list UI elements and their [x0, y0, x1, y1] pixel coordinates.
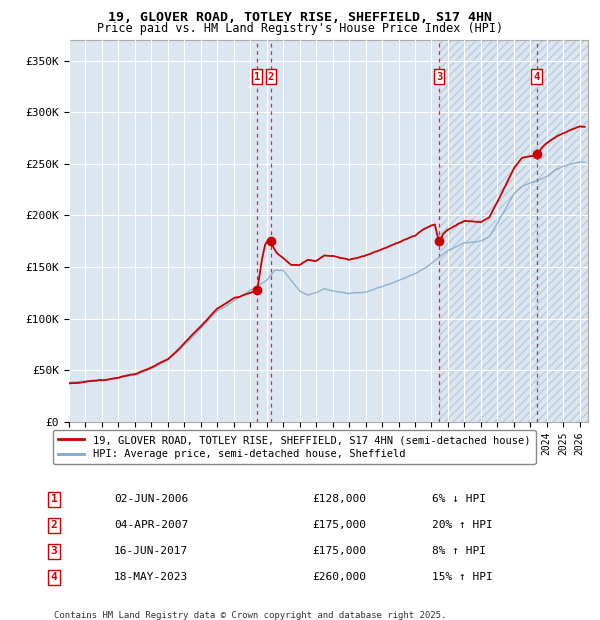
Text: 8% ↑ HPI: 8% ↑ HPI	[432, 546, 486, 556]
Text: £175,000: £175,000	[312, 520, 366, 530]
Text: 19, GLOVER ROAD, TOTLEY RISE, SHEFFIELD, S17 4HN: 19, GLOVER ROAD, TOTLEY RISE, SHEFFIELD,…	[108, 11, 492, 24]
Text: 6% ↓ HPI: 6% ↓ HPI	[432, 494, 486, 504]
Text: 04-APR-2007: 04-APR-2007	[114, 520, 188, 530]
Text: 1: 1	[254, 71, 260, 81]
Text: £128,000: £128,000	[312, 494, 366, 504]
Text: 15% ↑ HPI: 15% ↑ HPI	[432, 572, 493, 582]
Text: Contains HM Land Registry data © Crown copyright and database right 2025.: Contains HM Land Registry data © Crown c…	[54, 611, 446, 620]
Text: 2: 2	[268, 71, 274, 81]
Text: £175,000: £175,000	[312, 546, 366, 556]
Text: 1: 1	[50, 494, 58, 504]
Text: 18-MAY-2023: 18-MAY-2023	[114, 572, 188, 582]
Text: 20% ↑ HPI: 20% ↑ HPI	[432, 520, 493, 530]
Text: 2: 2	[50, 520, 58, 530]
Text: £260,000: £260,000	[312, 572, 366, 582]
Text: 16-JUN-2017: 16-JUN-2017	[114, 546, 188, 556]
Text: 4: 4	[50, 572, 58, 582]
Text: 4: 4	[533, 71, 540, 81]
Text: Price paid vs. HM Land Registry's House Price Index (HPI): Price paid vs. HM Land Registry's House …	[97, 22, 503, 35]
Text: 02-JUN-2006: 02-JUN-2006	[114, 494, 188, 504]
Bar	[439, 40, 588, 422]
Legend: 19, GLOVER ROAD, TOTLEY RISE, SHEFFIELD, S17 4HN (semi-detached house), HPI: Ave: 19, GLOVER ROAD, TOTLEY RISE, SHEFFIELD,…	[53, 430, 536, 464]
Text: 3: 3	[436, 71, 442, 81]
Bar	[439, 40, 588, 422]
Text: 3: 3	[50, 546, 58, 556]
